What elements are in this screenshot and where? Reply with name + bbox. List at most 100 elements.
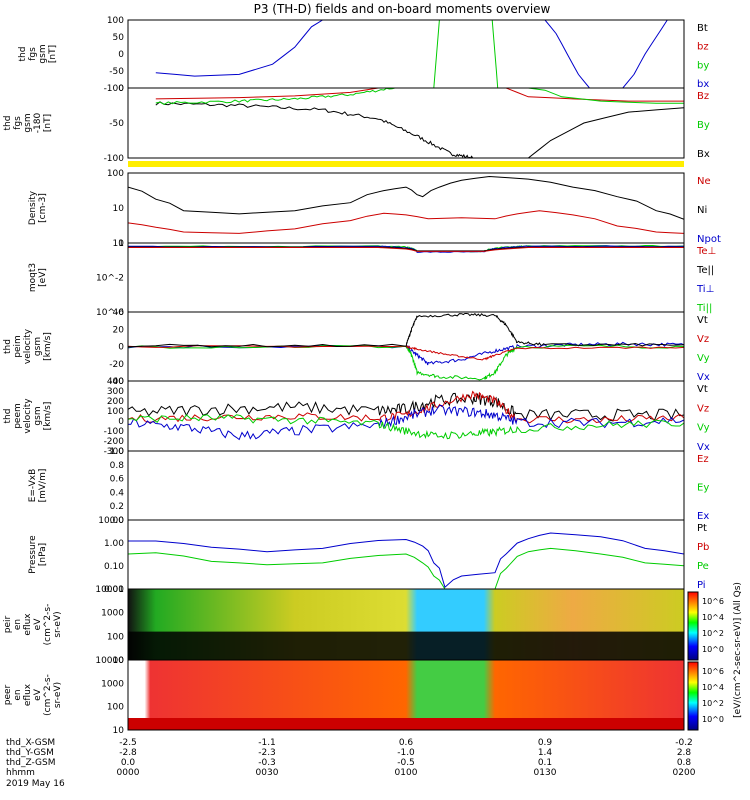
colorbar: 10^6 10^4 10^2 10^0 10^6 10^4 10^2 10^0 [eV/(cm^… [687, 582, 743, 731]
ytick-label: 10 [113, 239, 125, 249]
panel-ylabel: thdfgsgsm[nT] [18, 44, 58, 63]
ylabel-line: eflux [23, 613, 33, 636]
panel-ylabel: E=-VxB[mV/m] [28, 469, 48, 503]
panel-ylabel: thdfgsgsm-180[nT] [3, 113, 53, 134]
ytick-label: 0.10 [104, 562, 124, 572]
panels-group: thdfgsgsm[nT]100500-50-100Btbzbybxthdfgs… [0, 16, 743, 736]
ylabel-line: gsm [33, 337, 43, 356]
legend-Pi: Pi [697, 580, 706, 591]
panel-ylabel: thdpeirenefluxeV(cm^2-s-sr-eV) [0, 604, 63, 646]
ytick-label: -100 [104, 154, 125, 164]
ytick-label: 0 [118, 50, 124, 60]
xaxis-value: 0.9 [538, 738, 553, 748]
ytick-label: 1.00 [104, 539, 124, 549]
colorbar-tick: 10^4 [702, 683, 724, 692]
panel-peim: thdpeimvelocitygsm[km/s] 40 20 0 -20 -40 Vt Vz V… [3, 308, 710, 387]
ytick-label: 10000 [95, 656, 124, 666]
legend-Vt: Vt [697, 384, 708, 395]
legend-Vz: Vz [697, 403, 709, 414]
xaxis-value: 0.8 [677, 758, 692, 768]
xaxis-value: -2.3 [258, 748, 276, 758]
ytick-label: 50 [113, 33, 125, 43]
legend-bz: bz [697, 42, 709, 53]
ylabel-line: peir [3, 615, 13, 633]
ytick-label: -50 [109, 119, 124, 129]
panel-peem: thdpeemvelocitygsm[km/s] 4003002001000-10… [3, 377, 710, 457]
panel-ylabel: thdpeemvelocitygsm[km/s] [3, 398, 53, 434]
series-bx [155, 20, 323, 77]
xaxis-value: 0.0 [121, 758, 136, 768]
legend-Pt: Pt [697, 523, 707, 534]
xaxis-date: 2019 May 16 [6, 779, 65, 789]
ylabel-line: thd [18, 47, 28, 62]
panel-efield: E=-VxB[mV/m] 1.0 0.8 0.6 0.4 0.2 0.0 Ez Ey Ex [28, 447, 709, 526]
legend-Ey: Ey [697, 483, 709, 494]
series-Pe [128, 547, 684, 589]
panel-temperature: moqt3[eV] 10 10^-2 10^-6 Te⊥ Te|| Ti⊥ Ti|| [28, 239, 716, 318]
panel-fgs: thdfgsgsm[nT] 100 50 0 -50 -100 Bt bz by bx [18, 16, 709, 94]
xaxis-row-label: thd_Y-GSM [6, 748, 54, 758]
series-Vz [128, 344, 684, 361]
series-Bx [155, 101, 474, 158]
xaxis-row-label: thd_X-GSM [6, 738, 55, 748]
ytick-label: 1000 [101, 609, 124, 619]
ylabel-line: velocity [23, 398, 33, 434]
series-Pi [128, 532, 684, 589]
ytick-label: 0 [118, 84, 124, 94]
ytick-label: 100 [107, 169, 124, 179]
heatmap-band [128, 631, 684, 660]
xaxis-value: 0000 [117, 768, 140, 778]
series-bx3 [622, 20, 668, 88]
panel-frame [127, 450, 685, 521]
colorbar-tick: 10^0 [702, 645, 724, 654]
legend-Bx: Bx [697, 149, 710, 160]
ytick-label: 100 [107, 407, 124, 417]
legend-Pb: Pb [697, 542, 709, 553]
colorbar-tick: 10^6 [702, 667, 724, 676]
ylabel-line: eflux [23, 683, 33, 706]
xaxis-value: -0.5 [397, 758, 415, 768]
figure-title: P3 (TH-D) fields and on-board moments ov… [254, 2, 551, 16]
ylabel-line: gsm [23, 113, 33, 132]
ylabel-line: [km/s] [43, 332, 53, 361]
panel-ylabel: thdpeimvelocitygsm[km/s] [3, 328, 53, 364]
ytick-label: 10.00 [98, 516, 124, 526]
ytick-label: 10000 [95, 585, 124, 595]
series-Ni [128, 175, 684, 220]
ytick-label: -40 [109, 377, 124, 387]
ylabel-line: peem [13, 403, 23, 429]
panel-pressure: Pressure[nPa] 10.00 1.00 0.10 0.01 Pt Pb Pe Pi [28, 516, 709, 595]
series-Vz [128, 390, 684, 424]
ytick-label: 100 [107, 632, 124, 642]
ylabel-line: peim [13, 335, 23, 358]
xaxis-value: 0030 [256, 768, 279, 778]
ylabel-line: fgs [13, 116, 23, 130]
panel-ylabel: Density[cm-3] [28, 190, 48, 225]
ytick-label: 10 [113, 656, 125, 666]
ylabel-line: [km/s] [43, 402, 53, 431]
ytick-label: 40 [113, 308, 125, 318]
series-Vy [128, 344, 684, 381]
series-Vt [128, 392, 684, 422]
xaxis-value: 0.6 [399, 738, 414, 748]
ylabel-line: sr-eV) [53, 682, 63, 708]
ytick-label: 100 [107, 16, 124, 26]
legend-Ex: Ex [697, 511, 709, 522]
series-By [155, 88, 462, 105]
ytick-label: 1 [118, 239, 124, 249]
ylabel-line: [eV] [38, 268, 48, 287]
series-Bz2 [495, 88, 684, 102]
ytick-label: 400 [107, 377, 124, 387]
ytick-label: -200 [104, 437, 125, 447]
ytick-label: 0.01 [104, 585, 124, 595]
ytick-label: 10 [113, 726, 125, 736]
ytick-label: 0.4 [110, 488, 125, 498]
ylabel-line: Density [28, 190, 38, 225]
ytick-label: 10 [113, 204, 125, 214]
ylabel-line: thd [0, 617, 3, 632]
colorbar-tick: 10^2 [702, 699, 724, 708]
quality-bar [128, 161, 684, 167]
ylabel-line: gsm [33, 406, 43, 425]
legend-Npot: Npot [697, 234, 721, 245]
